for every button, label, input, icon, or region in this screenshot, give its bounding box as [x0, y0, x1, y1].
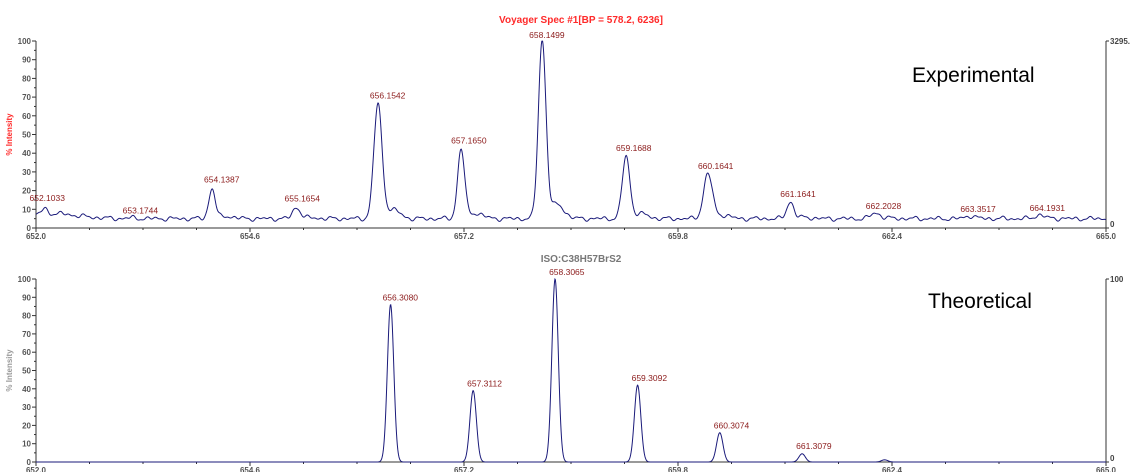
y-tick-label: 100	[18, 37, 32, 46]
peak-label: 659.1688	[616, 143, 652, 153]
panel-annotation: Theoretical	[928, 290, 1032, 313]
x-tick-label: 657.2	[454, 232, 475, 241]
y-tick-label: 30	[22, 403, 31, 412]
y-axis-label: % Intensity	[5, 349, 14, 392]
peak-label: 660.3074	[714, 421, 750, 431]
peak-label: 660.1641	[698, 161, 734, 171]
chart-title: Voyager Spec #1[BP = 578.2, 6236]	[499, 15, 663, 26]
y-axis-label: % Intensity	[5, 113, 14, 156]
y-tick-label: 60	[22, 112, 31, 121]
x-tick-label: 652.0	[26, 466, 47, 472]
y-tick-label: 10	[22, 205, 31, 214]
peak-label: 664.1931	[1030, 203, 1066, 213]
panel-annotation: Experimental	[912, 64, 1035, 87]
x-tick-label: 659.8	[668, 466, 689, 472]
y-tick-label: 50	[22, 131, 31, 140]
x-tick-label: 665.0	[1096, 466, 1117, 472]
y-tick-label: 80	[22, 74, 31, 83]
y-tick-label: 40	[22, 149, 31, 158]
x-tick-label: 662.4	[882, 466, 903, 472]
right-axis-max-label: 100	[1110, 275, 1124, 284]
spectrum-trace	[35, 40, 1107, 222]
y-tick-label: 70	[22, 93, 31, 102]
y-tick-label: 30	[22, 168, 31, 177]
y-tick-label: 90	[22, 56, 31, 65]
x-tick-label: 665.0	[1096, 232, 1117, 241]
peak-label: 661.1641	[780, 189, 816, 199]
y-tick-label: 10	[22, 440, 31, 449]
x-tick-label: 652.0	[26, 232, 47, 241]
peak-label: 656.3080	[383, 293, 419, 303]
peak-label: 655.1654	[285, 193, 321, 203]
x-tick-label: 654.6	[240, 466, 261, 472]
peak-label: 661.3079	[796, 441, 832, 451]
peak-label: 657.1650	[451, 135, 487, 145]
peak-label: 658.3065	[549, 267, 585, 277]
right-axis-min-label: 0	[1110, 454, 1115, 463]
peak-label: 652.1033	[30, 193, 66, 203]
y-tick-label: 100	[18, 275, 32, 284]
peak-label: 663.3517	[960, 204, 996, 214]
x-tick-label: 657.2	[454, 466, 475, 472]
y-tick-label: 20	[22, 187, 31, 196]
right-axis-min-label: 0	[1110, 220, 1115, 229]
peak-label: 654.1387	[204, 175, 240, 185]
y-tick-label: 0	[27, 224, 32, 233]
spectrum-trace	[36, 277, 1106, 463]
peak-label: 658.1499	[529, 30, 565, 40]
y-tick-label: 60	[22, 348, 31, 357]
peak-label: 656.1542	[370, 91, 406, 101]
chart-title: ISO:C38H57BrS2	[541, 254, 622, 265]
x-tick-label: 662.4	[882, 232, 903, 241]
right-axis-max-label: 3295.	[1110, 37, 1130, 46]
x-tick-label: 654.6	[240, 232, 261, 241]
y-tick-label: 90	[22, 293, 31, 302]
peak-label: 657.3112	[467, 379, 502, 389]
peak-label: 653.1744	[123, 206, 159, 216]
y-tick-label: 0	[27, 458, 32, 467]
y-tick-label: 20	[22, 421, 31, 430]
peak-label: 662.2028	[866, 201, 902, 211]
y-tick-label: 80	[22, 312, 31, 321]
experimental-plot: Voyager Spec #1[BP = 578.2, 6236] 0 10 20 30…	[5, 15, 1130, 241]
y-tick-label: 70	[22, 330, 31, 339]
x-tick-label: 659.8	[668, 232, 689, 241]
y-tick-label: 40	[22, 385, 31, 394]
peak-label: 659.3092	[632, 373, 668, 383]
theoretical-plot: ISO:C38H57BrS2 0 10 20 30 40 50 60 70 80 90 100 % In…	[5, 254, 1124, 472]
y-tick-label: 50	[22, 367, 31, 376]
